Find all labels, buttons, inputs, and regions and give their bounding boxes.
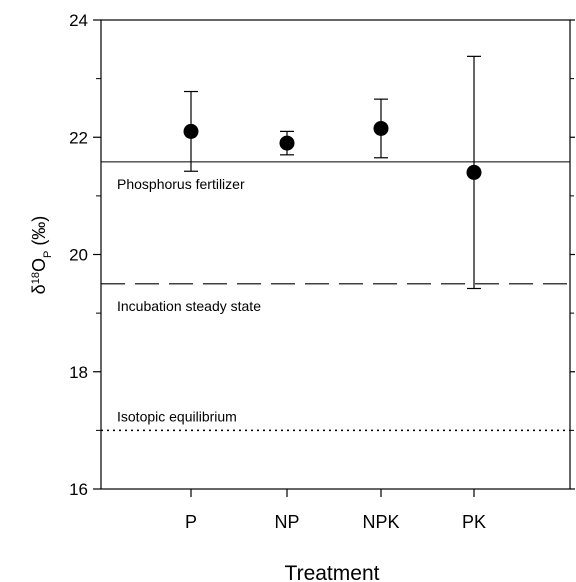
y-axis-title-delta: δ: [29, 284, 49, 294]
x-tick-label: P: [185, 512, 197, 532]
reference-line-label: Isotopic equilibrium: [117, 408, 237, 424]
data-point: [279, 135, 295, 151]
x-tick-label: NP: [274, 512, 299, 532]
data-point: [183, 123, 199, 139]
x-axis: P NP NPK PK: [185, 489, 486, 532]
y-tick-label: 16: [69, 480, 88, 499]
x-axis-title: Treatment: [285, 562, 380, 582]
y-tick-label: 18: [69, 363, 88, 382]
y-axis-title: δ18OP (‰): [29, 216, 54, 295]
y-axis-title-unit: (‰): [29, 216, 49, 251]
reference-line-label: Phosphorus fertilizer: [117, 176, 245, 192]
y-tick-label: 20: [69, 246, 88, 265]
y-axis: 16 18 20 22 24: [69, 11, 575, 499]
x-tick-label: NPK: [362, 512, 399, 532]
data-point: [373, 120, 389, 136]
data-series: [183, 55, 482, 290]
data-point: [466, 164, 482, 180]
y-axis-title-sup: 18: [30, 272, 42, 284]
y-tick-label: 22: [69, 128, 88, 147]
y-axis-title-main: O: [29, 258, 49, 272]
x-tick-label: PK: [462, 512, 486, 532]
y-axis-title-sub: P: [42, 251, 54, 258]
reference-lines: Phosphorus fertilizer Incubation steady s…: [101, 161, 570, 432]
reference-line-label: Incubation steady state: [117, 298, 261, 314]
y-tick-label: 24: [69, 11, 88, 30]
